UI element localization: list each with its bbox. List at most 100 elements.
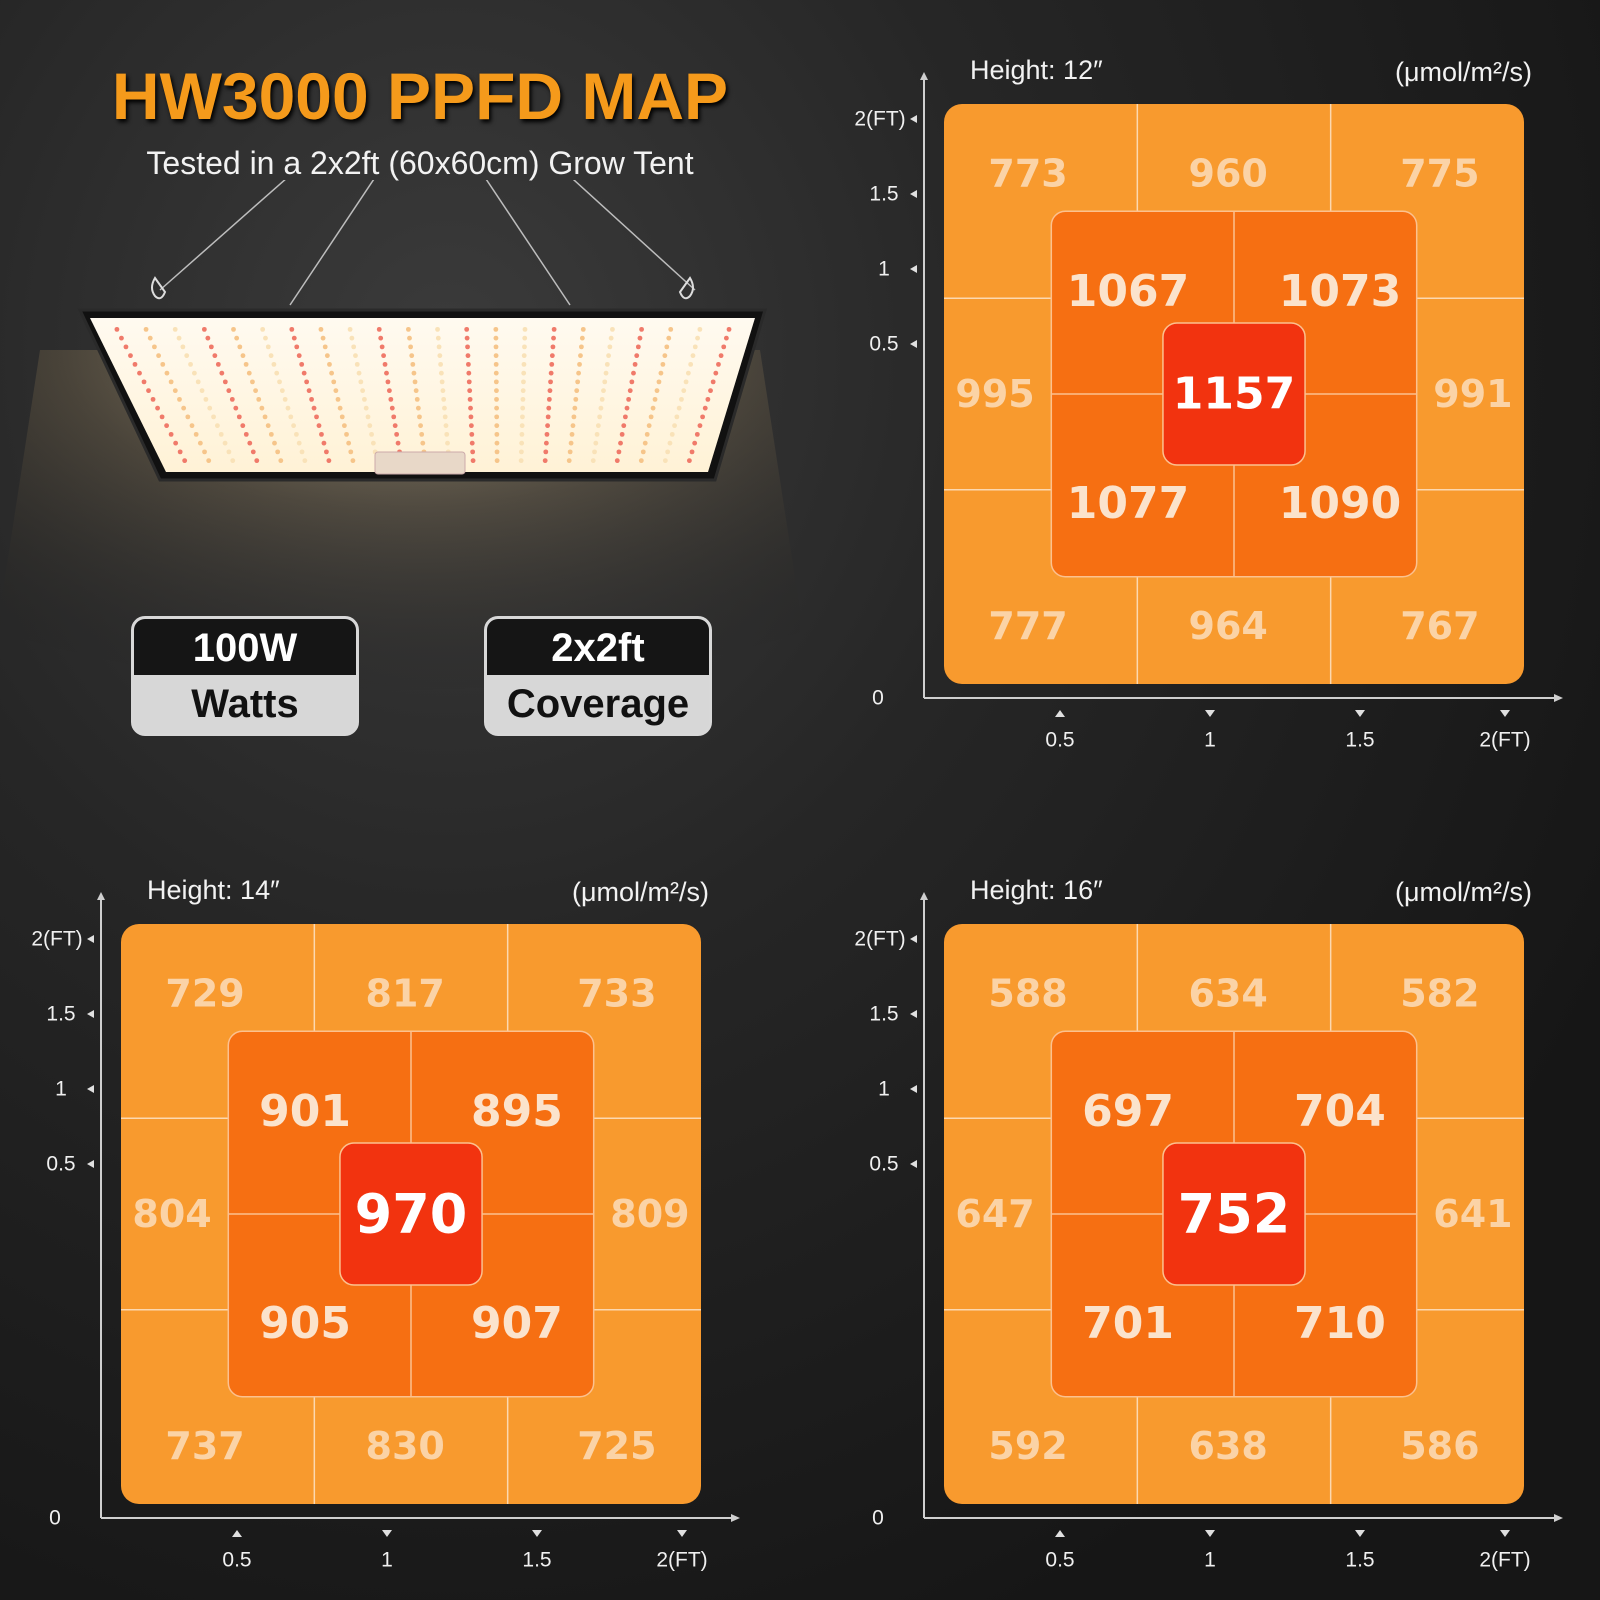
y-tick-label: 0 — [49, 1507, 61, 1530]
led-dot — [299, 361, 305, 367]
y-tick-marker — [87, 1010, 94, 1018]
led-dot — [230, 458, 236, 464]
led-dot — [199, 388, 205, 394]
outer-cell-value: 964 — [1189, 604, 1268, 648]
x-tick-label: 0.5 — [1045, 1549, 1074, 1572]
led-dot — [386, 388, 392, 394]
y-tick-marker — [910, 935, 917, 943]
x-tick-label: 2(FT) — [1479, 1549, 1530, 1572]
led-dot — [493, 379, 499, 385]
led-dot — [188, 361, 193, 367]
led-dot — [265, 423, 271, 429]
inner-cell-value: 1090 — [1279, 478, 1401, 529]
led-dot — [265, 344, 271, 350]
led-dot — [548, 379, 553, 385]
led-dot — [621, 423, 627, 429]
led-dot — [437, 353, 443, 359]
led-dot — [544, 431, 550, 437]
x-tick-label: 0.5 — [222, 1549, 251, 1572]
led-dot — [594, 431, 600, 437]
led-dot — [288, 414, 294, 420]
led-dot — [324, 353, 330, 359]
led-dot — [521, 353, 527, 359]
driver-box — [374, 451, 466, 475]
led-dot — [351, 344, 357, 350]
led-dot — [240, 353, 246, 359]
led-dot — [229, 396, 235, 402]
led-dot — [468, 423, 474, 429]
coverage-value: 2x2ft — [487, 619, 709, 675]
led-dot — [549, 361, 555, 367]
led-dot — [520, 414, 525, 420]
led-dot — [624, 405, 630, 411]
outer-cell-value: 817 — [366, 972, 445, 1016]
led-dot — [576, 370, 581, 376]
center-zone — [339, 1142, 483, 1286]
led-dot — [222, 440, 228, 446]
led-dot — [494, 449, 500, 455]
outer-cell-value: 592 — [988, 1424, 1067, 1468]
led-dot — [329, 370, 335, 376]
x-tick-marker — [1205, 710, 1215, 717]
led-dot — [493, 353, 499, 359]
led-dot — [350, 458, 356, 464]
led-dot — [548, 370, 554, 376]
led-dot — [226, 388, 232, 394]
led-dot — [132, 361, 138, 367]
led-dot — [493, 344, 499, 350]
heatmap-svg: Height: 14″ (μmol/m²/s) 0 0.5 1 1.5 2(FT) 0.5 1 1… — [31, 875, 740, 1572]
page-title: HW3000 PPFD MAP — [111, 59, 729, 133]
led-dot — [306, 388, 312, 394]
led-dot — [164, 370, 170, 376]
led-dot — [176, 335, 182, 341]
led-dot — [275, 449, 281, 455]
led-dot — [301, 370, 307, 376]
led-dot — [191, 370, 197, 376]
led-dot — [619, 431, 625, 437]
led-dot — [353, 353, 358, 359]
led-dot — [408, 344, 414, 350]
led-dot — [291, 423, 296, 429]
led-dot — [468, 405, 473, 411]
outer-cell-value: 647 — [955, 1192, 1034, 1236]
led-dot — [470, 458, 476, 464]
x-tick-marker — [1500, 710, 1510, 717]
led-dot — [344, 431, 349, 437]
led-dot — [642, 440, 648, 446]
led-dot — [543, 440, 549, 446]
led-dot — [318, 326, 324, 332]
led-dot — [347, 326, 353, 332]
led-dot — [606, 353, 611, 359]
led-dot — [268, 431, 274, 437]
led-dot — [702, 405, 708, 411]
led-dot — [467, 396, 473, 402]
led-dot — [302, 458, 308, 464]
led-dot — [123, 344, 129, 350]
outer-cell-value: 588 — [988, 972, 1067, 1016]
led-dot — [320, 335, 326, 341]
led-dot — [644, 431, 650, 437]
page-subtitle: Tested in a 2x2ft (60x60cm) Grow Tent — [146, 145, 694, 181]
led-dot — [577, 361, 582, 367]
led-dot — [631, 370, 636, 376]
led-dot — [172, 326, 178, 332]
led-dot — [203, 396, 209, 402]
led-dot — [595, 423, 601, 429]
led-dot — [697, 423, 703, 429]
y-tick-label: 0.5 — [869, 1153, 898, 1176]
led-dot — [650, 405, 656, 411]
led-dot — [634, 353, 640, 359]
led-dot — [268, 353, 274, 359]
led-dot — [360, 388, 366, 394]
led-dot — [289, 326, 295, 332]
led-dot — [219, 370, 225, 376]
led-dot — [466, 379, 472, 385]
led-dot — [568, 440, 574, 446]
led-dot — [316, 423, 322, 429]
led-dot — [260, 326, 266, 332]
led-dot — [494, 440, 500, 446]
y-tick-label: 1 — [878, 258, 890, 281]
led-dot — [146, 388, 151, 394]
led-dot — [156, 353, 161, 359]
heatmap-svg: Height: 12″ (μmol/m²/s)00.511.52(FT)0.5 1 1… — [854, 55, 1563, 752]
